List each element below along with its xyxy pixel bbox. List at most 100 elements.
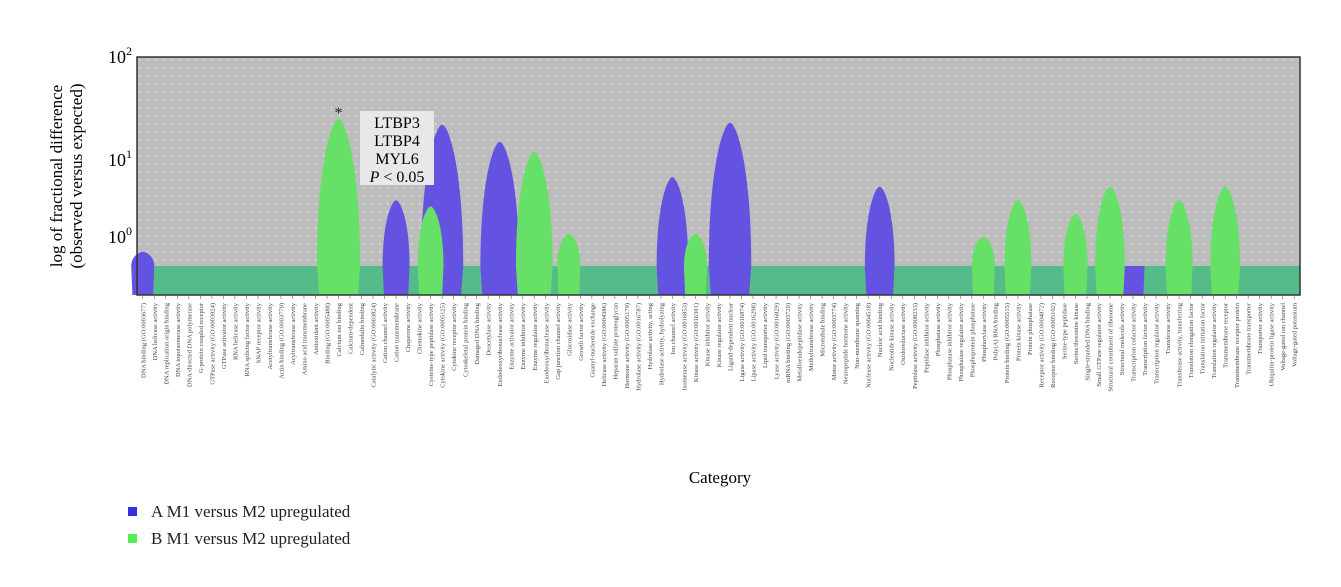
x-tick-label: Glucosidase activity — [566, 302, 573, 356]
x-tick-label: Catalytic activity (GO:0003824) — [371, 303, 378, 387]
x-tick-label: Enzyme inhibitor activity — [520, 302, 527, 369]
x-tick-label: Lipase activity (GO:0016298) — [751, 303, 758, 381]
x-tick-label: Protein kinase activity — [1015, 302, 1022, 361]
y-tick-label-2: 102 — [108, 44, 132, 67]
x-tick-label: Acyltransferase activity — [290, 302, 297, 365]
series-a-peak-3 — [480, 141, 520, 266]
x-tick-label: Transmembrane receptor — [1223, 302, 1230, 368]
x-tick-label: Phosphatase activity — [935, 302, 942, 356]
series-b-base-10 — [1210, 266, 1240, 295]
x-tick-label: Lyase activity (GO:0016829) — [774, 303, 781, 379]
x-tick-label: Damaged DNA binding — [474, 302, 481, 364]
x-axis-title: Category — [689, 468, 752, 487]
x-tick-label: Single-stranded DNA binding — [1084, 302, 1091, 380]
legend-swatch-a — [128, 507, 137, 516]
x-tick-label: Cytoskeletal protein binding — [463, 302, 470, 377]
series-b-base-6 — [1004, 266, 1032, 295]
x-tick-label: Nucleic acid binding — [877, 302, 884, 357]
y-tick-label-0: 100 — [108, 224, 132, 247]
x-tick-label: Transferase activity — [1165, 302, 1172, 354]
series-b-base-2 — [515, 266, 553, 295]
x-tick-label: Transcription regulator activity — [1154, 302, 1161, 384]
series-b-peak-7 — [1063, 213, 1088, 266]
x-tick-label: Transcription factor activity — [1142, 302, 1149, 375]
x-tick-label: Enzyme regulator activity — [532, 302, 539, 370]
series-a-peak-6 — [708, 122, 752, 266]
x-tick-label: Isomerase activity (GO:0016853) — [681, 303, 688, 390]
x-tick-label: Chaperone activity — [405, 302, 412, 352]
x-tick-label: Transcription cofactor activity — [1131, 302, 1138, 382]
x-tick-label: Voltage-gated ion channel — [1280, 303, 1287, 371]
x-tick-label: Acetyltransferase activity — [267, 302, 274, 369]
series-b-base-1 — [417, 266, 444, 295]
x-tick-label: Actin binding (GO:0003779) — [278, 303, 285, 379]
annotation-box — [360, 111, 434, 185]
x-tick-label: Neuropeptide hormone activity — [843, 302, 850, 384]
series-b-peak-9 — [1165, 200, 1193, 266]
series-b-base-0 — [316, 266, 361, 295]
x-tick-label: Antioxidant activity — [313, 302, 320, 355]
x-tick-label: Ligase activity (GO:0016874) — [739, 303, 746, 381]
x-tick-label: Small GTPase regulator activity — [1096, 302, 1103, 386]
x-tick-label: Translation elongation factor — [1188, 302, 1195, 378]
series-a-base-3 — [480, 266, 520, 295]
legend-swatch-b — [128, 534, 137, 543]
x-tick-label: Endodeoxyribonuclease activity — [497, 302, 504, 386]
x-tick-label: mRNA binding (GO:0003729) — [785, 303, 792, 383]
x-tick-label: Growth factor activity — [578, 302, 585, 361]
legend: A M1 versus M2 upregulated B M1 versus M… — [128, 498, 350, 552]
legend-item-b: B M1 versus M2 upregulated — [128, 525, 350, 552]
x-tick-label: Nuclease activity (GO:0004518) — [866, 303, 873, 388]
x-tick-label: Calmodulin binding — [359, 302, 366, 355]
y-axis-subtitle: (observed versus expected) — [67, 83, 86, 268]
series-a-base-8 — [1121, 266, 1145, 295]
x-tick-label: Metalloendopeptidase activity — [797, 302, 804, 381]
x-tick-label: Non-membrane spanning — [854, 302, 861, 369]
x-tick-label: Heparan sulfate proteoglycan — [612, 302, 619, 379]
series-a-peak-1 — [382, 200, 410, 266]
series-b-peak-2 — [515, 151, 553, 266]
x-tick-label: Ion channel activity — [670, 302, 677, 354]
x-tick-label: Hydrolase activity, hydrolyzing — [658, 302, 665, 385]
series-a-base-0 — [131, 266, 155, 295]
x-tick-label: Motor activity (GO:0003774) — [831, 303, 838, 380]
x-tick-label: Deacetylase activity — [486, 302, 493, 355]
x-tick-label: Oxidoreductase activity — [900, 302, 907, 365]
x-tick-label: DNA topoisomerase activity — [175, 302, 182, 377]
x-tick-label: Nucleotide kinase activity — [889, 302, 896, 371]
x-tick-label: Methyltransferase activity — [808, 302, 815, 371]
x-tick-label: Phosphorylase activity — [981, 302, 988, 362]
x-tick-label: Transporter activity — [1257, 302, 1264, 354]
x-tick-label: Guanyl-nucleotide exchange — [589, 303, 596, 378]
x-tick-label: Serine-type peptidase — [1061, 303, 1068, 359]
x-tick-label: Peptidase activity (GO:0008233) — [912, 303, 919, 389]
x-tick-label: Serine/threonine kinase — [1073, 303, 1080, 364]
x-tick-label: Hydrolase activity, acting — [647, 302, 654, 369]
legend-label-a: A M1 versus M2 upregulated — [151, 501, 351, 521]
x-tick-label: Protein phosphatase — [1027, 303, 1034, 355]
x-tick-label: Receptor activity (GO:0004872) — [1038, 303, 1045, 387]
x-tick-label: Transmembrane receptor protein — [1234, 302, 1241, 388]
series-b-base-9 — [1165, 266, 1193, 295]
x-tick-label: RNA splicing factor activity — [244, 302, 251, 376]
series-b-base-4 — [683, 266, 707, 295]
x-tick-label: Helicase activity (GO:0004386) — [601, 303, 608, 386]
x-tick-label: Phosphatase inhibitor activity — [946, 302, 953, 380]
x-tick-label: Transmembrane transporter — [1246, 302, 1253, 375]
x-tick-label: GTPase activity (GO:0003924) — [209, 303, 216, 385]
series-b-peak-3 — [557, 233, 581, 266]
x-tick-label: Receptor binding (GO:0005102) — [1050, 303, 1057, 388]
series-a-base-7 — [864, 266, 895, 295]
y-tick-label-1: 101 — [108, 147, 132, 170]
x-tick-label: Structural molecule activity — [1119, 302, 1126, 375]
annotation-pvalue: P < 0.05 — [369, 169, 425, 186]
series-a-peak-7 — [864, 186, 895, 266]
series-b-peak-5 — [971, 237, 995, 266]
series-b-base-8 — [1095, 266, 1125, 295]
x-tick-label: RNA helicase activity — [232, 302, 239, 360]
series-b-base-7 — [1063, 266, 1088, 295]
x-tick-label: Poly(A) RNA binding — [992, 302, 999, 360]
x-tick-label: Cysteine-type peptidase activity — [428, 302, 435, 386]
x-tick-label: Kinase activity (GO:0016301) — [693, 303, 700, 382]
